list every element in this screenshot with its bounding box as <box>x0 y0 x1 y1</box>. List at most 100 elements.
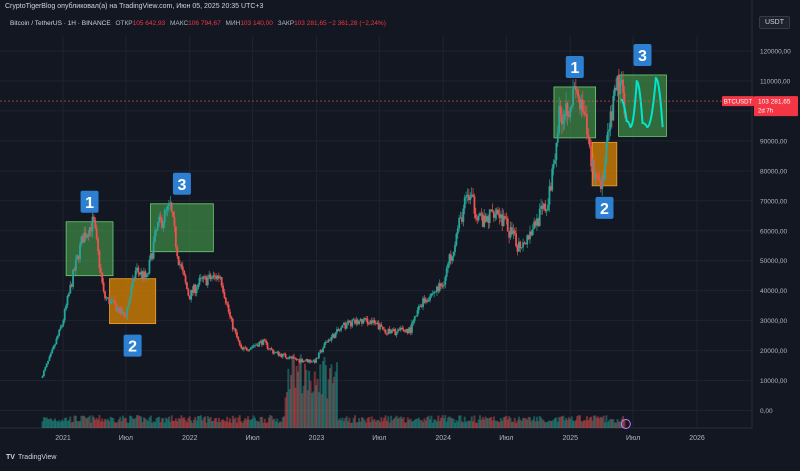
volume-bar <box>151 422 154 428</box>
candle-body <box>266 343 269 349</box>
open-label: ОТКР <box>115 20 133 27</box>
candle-body <box>301 359 304 363</box>
volume-bar <box>206 416 209 428</box>
volume-bar <box>455 420 458 428</box>
candle-body <box>349 322 352 327</box>
volume-bar <box>108 421 111 428</box>
volume-bar <box>603 422 606 428</box>
candle-body <box>174 226 177 247</box>
volume-bar <box>220 419 223 428</box>
volume-bar <box>551 420 554 428</box>
candle-body <box>195 288 198 294</box>
volume-bar <box>456 421 459 428</box>
candle-body <box>552 163 555 169</box>
volume-bar <box>279 421 282 428</box>
candle-body <box>131 278 134 287</box>
volume-bar <box>602 415 605 428</box>
candle-body <box>537 218 540 226</box>
time-axis[interactable]: 2021 Июл 2022 Июл 2023 Июл 2024 Июл 2025 Июл 2026 <box>55 435 705 442</box>
volume-bar <box>251 418 254 428</box>
volume-bar <box>234 417 237 428</box>
volume-bar <box>95 418 98 428</box>
volume-bar <box>298 360 301 428</box>
candle-body <box>206 278 209 286</box>
volume-bar <box>58 420 61 428</box>
volume-bar <box>581 421 584 428</box>
candle-body <box>492 211 495 218</box>
volume-bar <box>90 422 93 428</box>
candle-body <box>566 103 569 117</box>
last-price-tag: BTCUSDT 103 281,65 2d 7h <box>0 96 798 117</box>
candle-body <box>69 284 72 294</box>
volume-bar <box>534 421 537 428</box>
candle-body <box>156 222 159 230</box>
volume-bar <box>397 418 400 428</box>
candle-body <box>298 359 301 363</box>
candle-body <box>242 347 245 350</box>
price-tick-label: 0,00 <box>760 408 773 415</box>
volume-bar <box>606 421 609 428</box>
candle-body <box>198 277 201 285</box>
volume-bar <box>388 422 391 428</box>
volume-bar <box>528 417 531 428</box>
volume-bar <box>552 419 555 428</box>
candle-body <box>244 347 247 349</box>
volume-bar <box>181 418 184 428</box>
candle-body <box>118 307 120 314</box>
candle-body <box>504 216 506 219</box>
volume-bar <box>448 416 451 428</box>
low-value: 103 140,00 <box>240 20 273 27</box>
candle-body <box>283 353 286 355</box>
volume-bar <box>265 422 268 428</box>
volume-bar <box>131 418 134 428</box>
currency-button[interactable]: USDT <box>758 16 790 29</box>
candle-body <box>387 328 390 335</box>
candle-body <box>511 227 513 235</box>
volume-bar <box>619 421 622 428</box>
volume-bar <box>188 416 191 428</box>
candle-body <box>145 274 148 278</box>
volume-bar <box>524 418 527 428</box>
volume-bar <box>583 419 586 428</box>
candle-body <box>565 103 568 115</box>
candle-body <box>181 266 184 271</box>
volume-bar <box>287 368 290 428</box>
candle-body <box>392 329 395 332</box>
volume-bar <box>474 422 477 428</box>
zone-badge-label: 3 <box>177 177 186 194</box>
volume-bar <box>362 418 365 428</box>
volume-bar <box>183 417 186 428</box>
volume-bar <box>135 415 138 428</box>
volume-bar <box>281 417 284 428</box>
candle-body <box>448 254 451 264</box>
candle-body <box>142 271 145 279</box>
candle-body <box>288 356 291 359</box>
volume-bar <box>199 415 202 428</box>
candle-body <box>94 219 97 229</box>
volume-bar <box>369 422 372 428</box>
volume-bar <box>306 390 309 428</box>
volume-bar <box>280 421 283 428</box>
candle-body <box>99 268 102 273</box>
candle-body <box>459 217 462 219</box>
candle-body <box>481 214 484 227</box>
candle-body <box>148 259 151 274</box>
candle-body <box>381 326 384 330</box>
tradingview-footer[interactable]: TV TradingView <box>6 454 56 461</box>
candle-body <box>454 245 456 253</box>
candle-body <box>461 217 463 222</box>
candle-body <box>88 227 91 237</box>
candle-body <box>480 213 483 215</box>
volume-bar <box>340 420 343 428</box>
volume-bar <box>44 417 47 428</box>
candle-body <box>490 209 493 211</box>
candle-body <box>149 253 152 260</box>
candle-body <box>551 168 554 191</box>
candle-body <box>594 173 597 179</box>
volume-bar <box>160 418 163 428</box>
candle-body <box>455 233 458 246</box>
candle-body <box>466 194 469 197</box>
candles <box>41 68 626 379</box>
candle-body <box>144 271 147 278</box>
